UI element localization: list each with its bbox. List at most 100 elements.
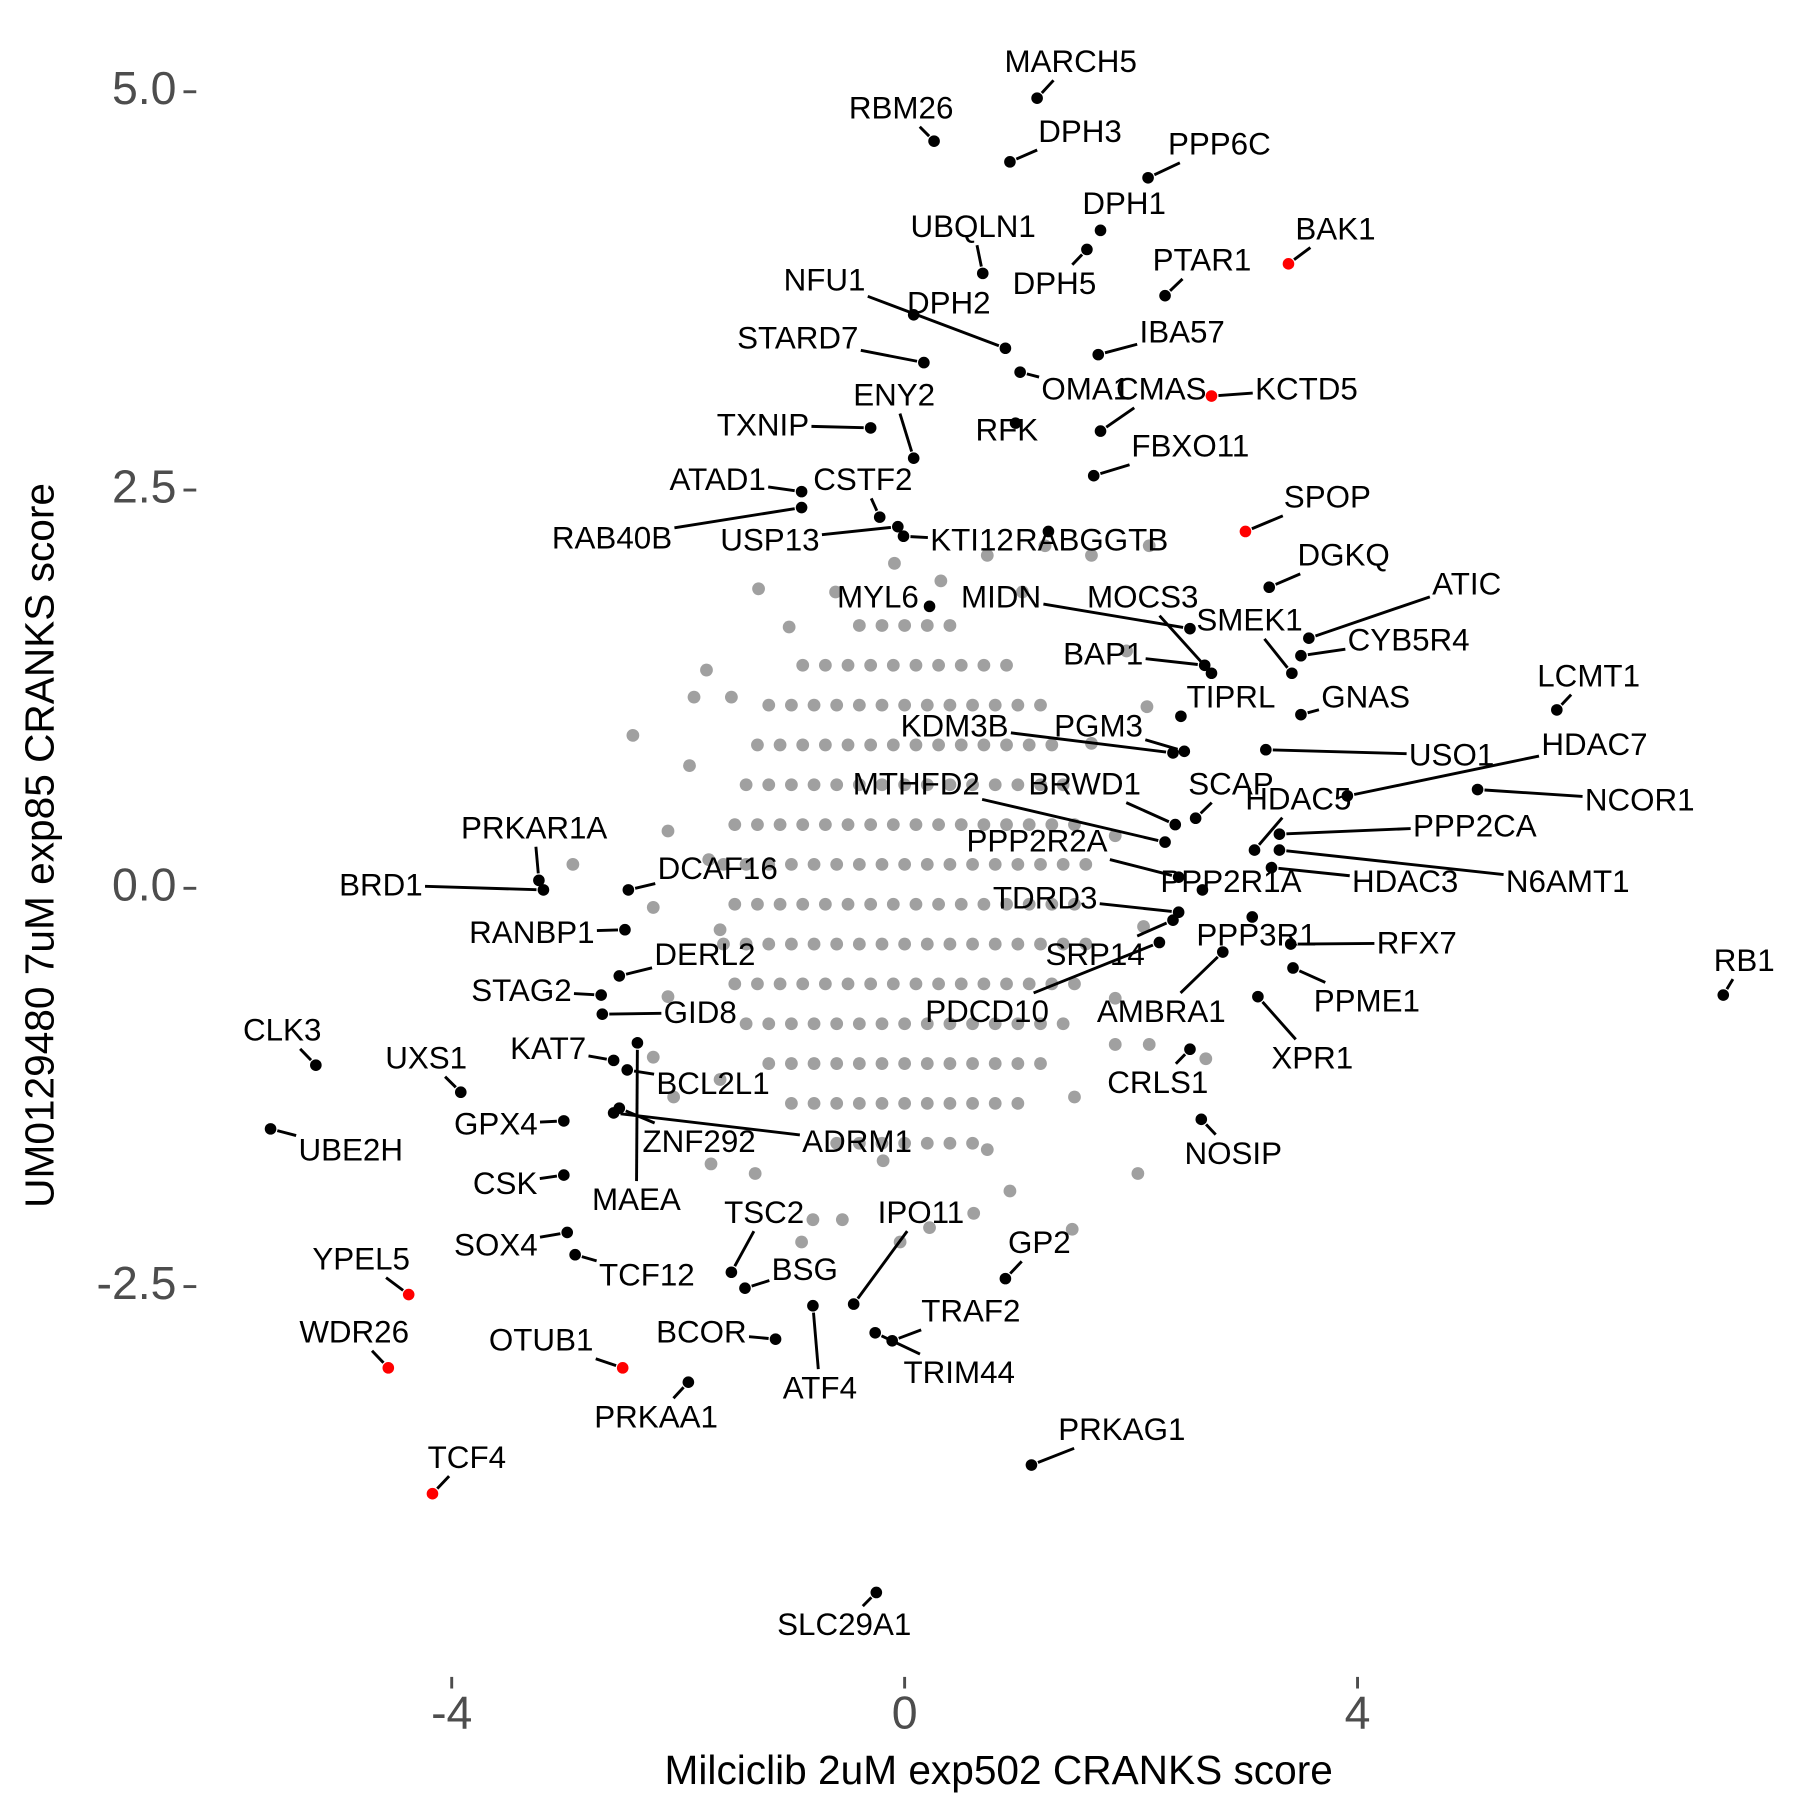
background-point <box>728 977 742 991</box>
background-point <box>1034 1057 1047 1070</box>
gene-point <box>1081 243 1093 256</box>
gene-label: NOSIP <box>1185 1136 1283 1171</box>
gene-point <box>1252 990 1264 1003</box>
background-point <box>807 1017 821 1031</box>
gene-label: KCTD5 <box>1255 372 1358 407</box>
gene-point <box>537 884 550 896</box>
background-point <box>864 818 878 831</box>
gene-point <box>1471 783 1484 796</box>
background-point <box>1068 897 1081 911</box>
background-point <box>728 818 742 831</box>
gene-label: CSTF2 <box>813 462 912 497</box>
gene-point <box>1286 667 1298 680</box>
leader-line <box>674 507 795 530</box>
leader-line <box>1307 647 1346 657</box>
background-point <box>852 1057 866 1070</box>
gene-point <box>907 452 920 464</box>
gene-label: BRD1 <box>339 868 423 903</box>
gene-label: TRIM44 <box>903 1355 1014 1390</box>
background-point <box>898 858 912 871</box>
background-point <box>988 778 1002 792</box>
gene-label: MOCS3 <box>1087 580 1198 615</box>
background-point <box>1000 738 1013 752</box>
background-point <box>1000 818 1013 831</box>
leader-line <box>751 1279 770 1288</box>
gene-point <box>310 1059 322 1071</box>
background-point <box>920 1136 934 1150</box>
gene-label: RB1 <box>1714 943 1775 978</box>
background-point <box>943 698 957 712</box>
gene-point <box>1295 708 1307 721</box>
background-point <box>782 620 796 634</box>
background-point <box>762 858 776 871</box>
leader-line <box>1286 849 1504 876</box>
gene-point <box>1092 348 1105 361</box>
gene-point <box>1273 844 1286 856</box>
leader-line <box>1104 342 1138 355</box>
gene-point <box>402 1288 415 1301</box>
gene-label: NCOR1 <box>1585 783 1695 818</box>
background-point <box>818 658 832 672</box>
leader-line <box>1153 161 1181 177</box>
background-point <box>954 818 968 831</box>
background-point <box>1079 858 1093 871</box>
background-point <box>988 1017 1002 1031</box>
leader-line <box>748 1335 769 1340</box>
gene-point <box>976 267 989 280</box>
background-point <box>1065 1222 1079 1236</box>
background-point <box>852 698 866 712</box>
background-point <box>932 977 945 991</box>
y-tick-label: 5.0 <box>112 62 177 114</box>
background-point <box>898 937 912 951</box>
gene-label: PRKAG1 <box>1058 1412 1185 1447</box>
gene-point <box>918 356 930 369</box>
gene-point <box>1284 938 1297 950</box>
background-point <box>852 1096 866 1110</box>
gene-point <box>873 511 886 523</box>
background-point <box>920 1057 934 1070</box>
gene-point <box>999 1272 1012 1285</box>
background-point <box>966 1057 979 1070</box>
background-point <box>1056 1017 1070 1031</box>
gene-point <box>1169 818 1182 831</box>
gene-label: YPEL5 <box>312 1241 410 1276</box>
gene-point <box>1551 704 1563 716</box>
background-point <box>864 738 878 752</box>
gene-label: IBA57 <box>1139 315 1224 350</box>
gene-label: BCOR <box>656 1315 747 1350</box>
leader-line <box>975 244 983 267</box>
leader-line <box>767 485 795 493</box>
background-point <box>898 1136 912 1150</box>
gene-point <box>1265 861 1278 874</box>
gene-point <box>622 884 635 896</box>
leader-line <box>534 846 540 874</box>
background-point <box>909 738 923 752</box>
background-point <box>920 937 934 951</box>
background-point <box>898 698 912 712</box>
leader-line <box>625 966 653 976</box>
gene-label: TCF4 <box>428 1440 506 1475</box>
background-point <box>1199 1052 1213 1066</box>
gene-point <box>1042 525 1055 538</box>
background-point <box>966 1136 979 1150</box>
background-point <box>646 901 660 914</box>
background-point <box>875 619 889 632</box>
gene-label: ADRM1 <box>802 1124 912 1159</box>
background-point <box>687 690 701 704</box>
gene-label: MIDN <box>961 580 1041 615</box>
gene-point <box>607 1107 620 1119</box>
leader-line <box>1278 866 1350 878</box>
gene-label: USP13 <box>720 523 819 558</box>
gene-label: MARCH5 <box>1005 44 1137 79</box>
gene-point <box>739 1282 751 1294</box>
leader-line <box>733 1230 756 1267</box>
gene-point <box>1172 871 1185 883</box>
background-point <box>1079 937 1093 951</box>
gene-label: DCAF16 <box>658 851 778 886</box>
background-point <box>875 937 889 951</box>
background-point <box>830 1136 844 1150</box>
leader-line <box>1263 637 1289 669</box>
gene-point <box>1087 469 1100 482</box>
background-point <box>646 1050 660 1064</box>
gene-label: RABGGTB <box>1015 523 1168 558</box>
